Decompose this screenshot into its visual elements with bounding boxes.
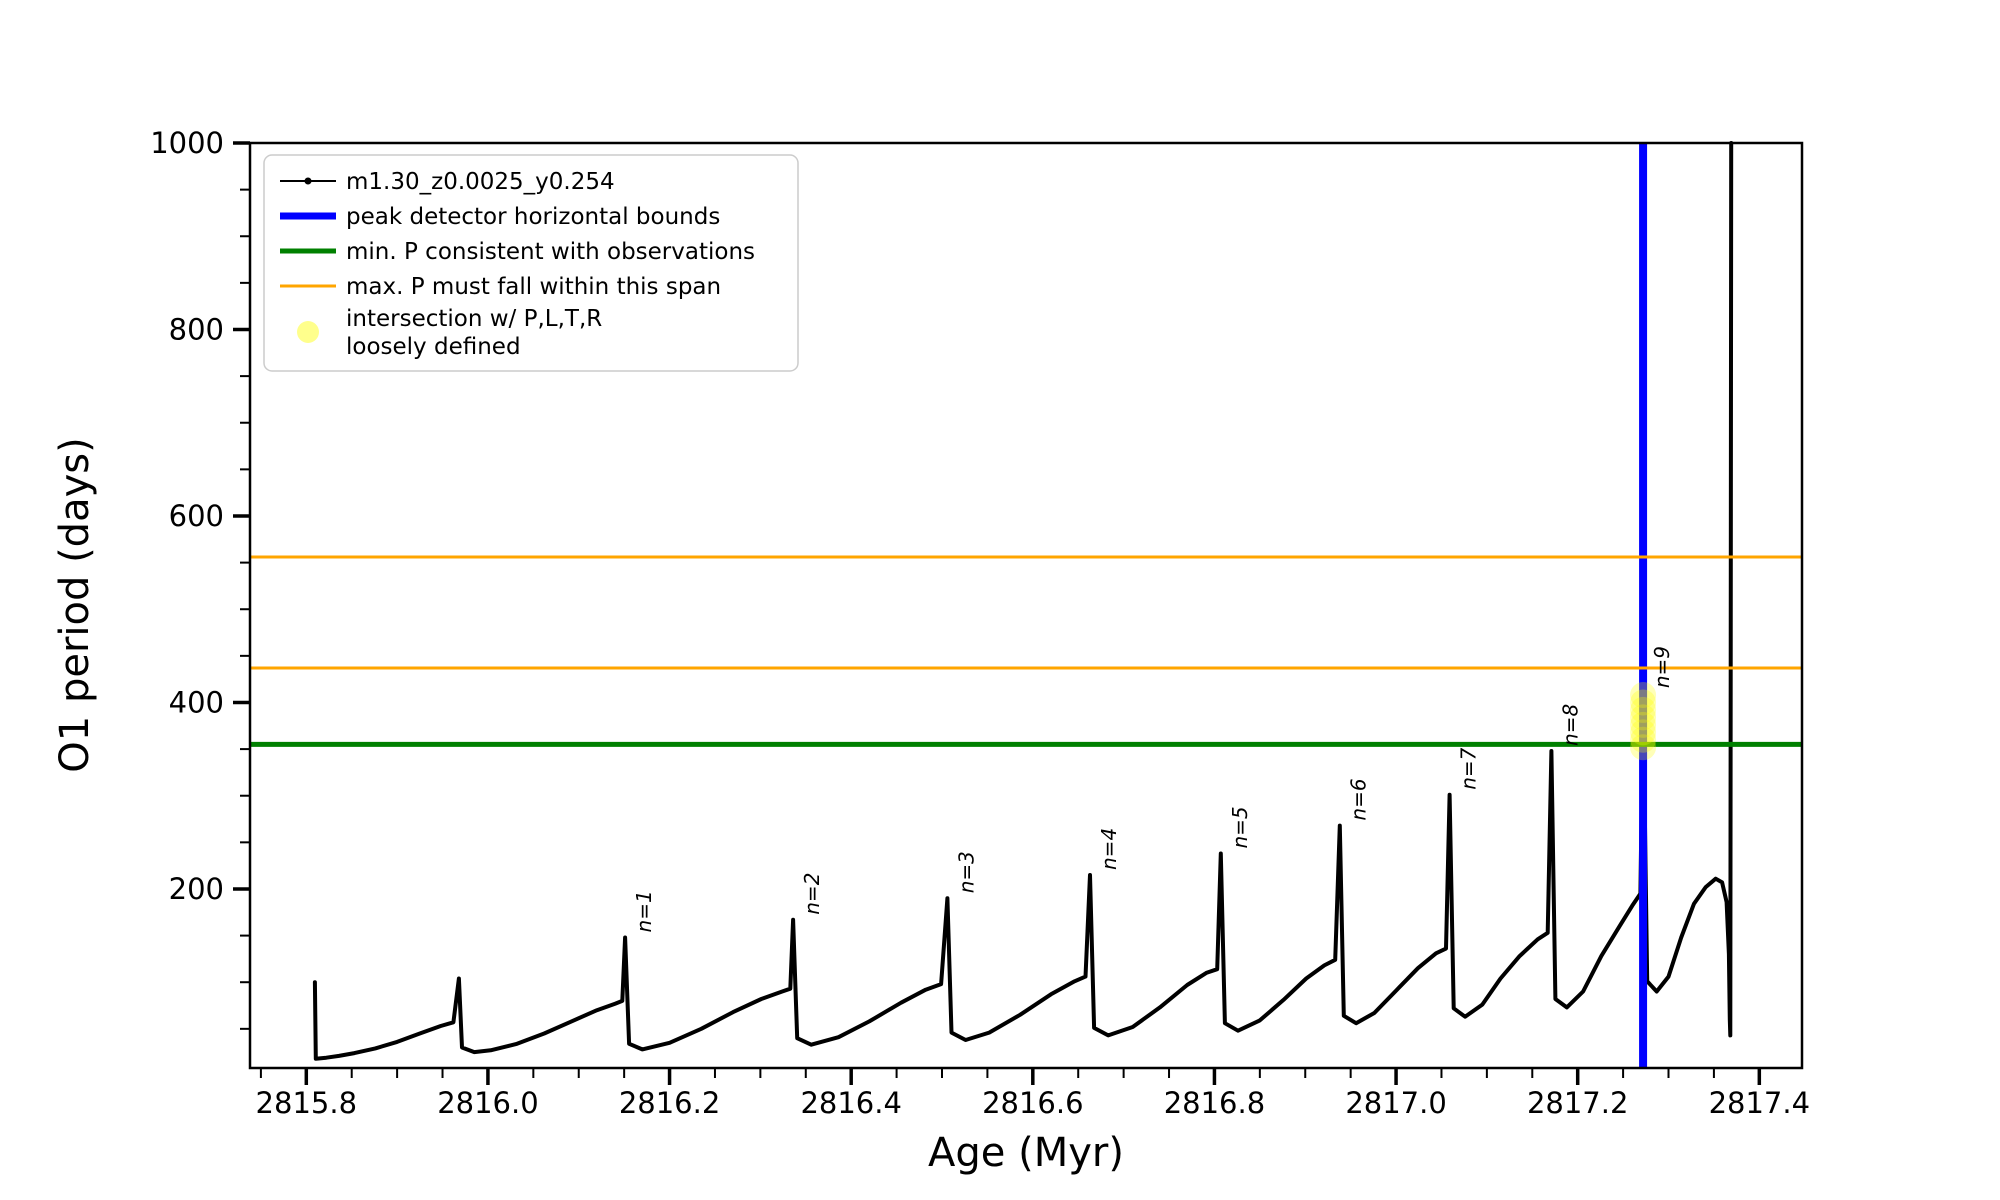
legend-dot-marker	[304, 177, 312, 185]
y-tick-label: 600	[169, 499, 224, 533]
intersection-marker	[1630, 726, 1657, 753]
pulse-label: n=3	[954, 851, 978, 893]
axes-layer: 2815.8 2816.0 2816.2 2816.4 2816.6 2816.8 2817…	[150, 126, 1810, 1120]
legend-item-label: peak detector horizontal bounds	[346, 204, 720, 230]
intersection-marker	[1630, 696, 1657, 723]
x-tick-label: 2816.0	[437, 1086, 538, 1120]
pulse-label: n=1	[632, 890, 656, 932]
model-track-curve	[312, 141, 1734, 1061]
data-layer: n=1 n=2 n=3 n=4 n=5 n=6 n=7 n=8 n=9	[250, 141, 1802, 1068]
pulse-label: n=9	[1650, 646, 1674, 688]
y-tick-label: 400	[169, 685, 224, 719]
x-tick-label: 2815.8	[256, 1086, 357, 1120]
intersection-marker	[1630, 734, 1657, 761]
x-tick-label: 2817.0	[1345, 1086, 1446, 1120]
y-tick-label: 200	[169, 872, 224, 906]
legend-item-label: m1.30_z0.0025_y0.254	[346, 169, 615, 195]
x-tick-label: 2816.2	[619, 1086, 720, 1120]
y-tick-label: 1000	[150, 126, 224, 160]
y-axis-label: O1 period (days)	[52, 437, 98, 772]
x-tick-label: 2816.6	[982, 1086, 1083, 1120]
legend-item-label: min. P consistent with observations	[346, 239, 755, 265]
x-axis-label: Age (Myr)	[928, 1130, 1124, 1176]
intersection-marker	[1630, 711, 1657, 738]
pulse-label: n=8	[1558, 704, 1582, 746]
pulse-label: n=7	[1457, 747, 1481, 789]
intersection-marker	[1630, 682, 1657, 709]
x-tick-label: 2817.2	[1527, 1086, 1628, 1120]
pulse-label: n=5	[1228, 806, 1252, 848]
legend-item-label: max. P must fall within this span	[346, 274, 721, 300]
legend-marker-intersection	[297, 321, 319, 343]
pulse-label: n=6	[1347, 778, 1371, 820]
intersection-marker	[1630, 719, 1657, 746]
legend-item-label: intersection w/ P,L,T,R loosely defined	[346, 306, 602, 360]
axes-spines	[248, 141, 1804, 1070]
pulse-label: n=4	[1097, 828, 1121, 870]
intersection-marker	[1630, 689, 1657, 716]
x-tick-label: 2816.8	[1164, 1086, 1265, 1120]
y-tick-label: 800	[169, 312, 224, 346]
pulse-label: n=2	[800, 873, 824, 915]
x-tick-label: 2816.4	[800, 1086, 901, 1120]
intersection-marker	[1630, 704, 1657, 731]
legend-box	[263, 154, 799, 372]
x-tick-label: 2817.4	[1709, 1086, 1810, 1120]
